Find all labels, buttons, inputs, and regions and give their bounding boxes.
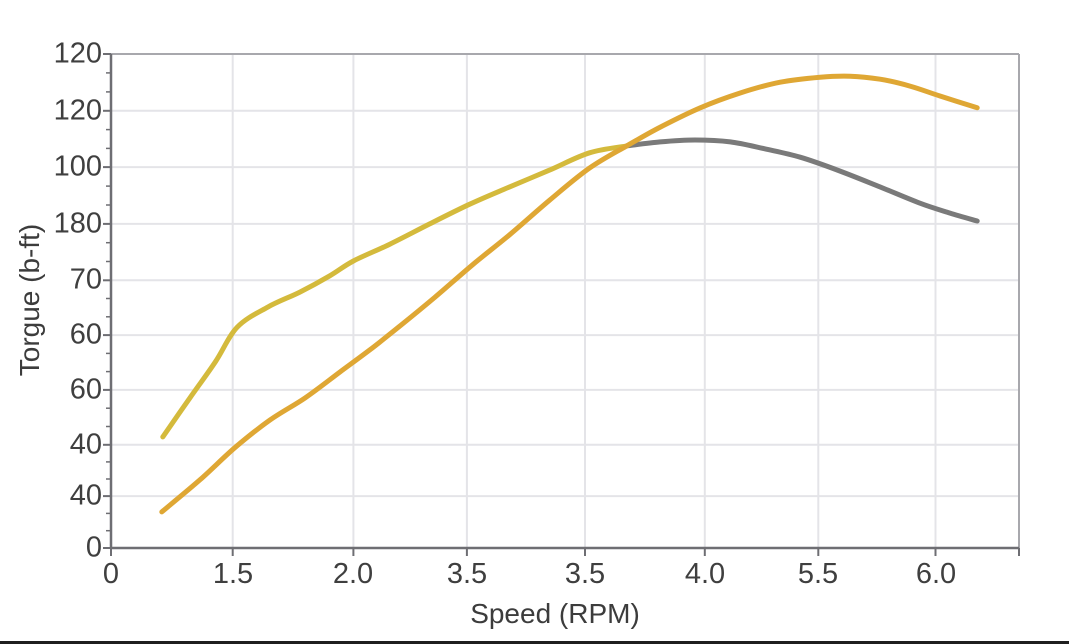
y-tick-label: 120 — [53, 94, 102, 127]
x-tick-label: 6.0 — [915, 558, 957, 590]
y-tick-label: 120 — [53, 37, 102, 70]
y-tick-label: 70 — [69, 263, 102, 296]
y-tick-label: 60 — [69, 373, 102, 406]
x-tick-label: 3.5 — [564, 558, 606, 590]
x-tick-label: 4.0 — [684, 558, 726, 590]
y-axis-title: Torgue (b-ft) — [14, 223, 45, 377]
x-tick-label: 0 — [102, 558, 120, 590]
y-tick-label: 60 — [69, 318, 102, 351]
x-tick-label: 5.5 — [797, 558, 839, 590]
series-power-orange — [159, 73, 980, 515]
y-tick-label: 180 — [53, 207, 102, 240]
x-axis-title: Speed (RPM) — [470, 598, 640, 629]
y-tick-label: 40 — [69, 428, 102, 461]
x-tick-label: 3.5 — [446, 558, 488, 590]
y-tick-label: 0 — [85, 531, 102, 564]
y-tick-label: 100 — [53, 150, 102, 183]
screen-bottom-edge — [0, 641, 1069, 644]
series-torque-rising-yellow — [160, 143, 630, 440]
x-tick-label: 1.5 — [212, 558, 254, 590]
x-tick-label: 2.0 — [332, 558, 374, 590]
series-torque-falling-gray — [624, 137, 980, 224]
y-tick-label: 40 — [69, 479, 102, 512]
